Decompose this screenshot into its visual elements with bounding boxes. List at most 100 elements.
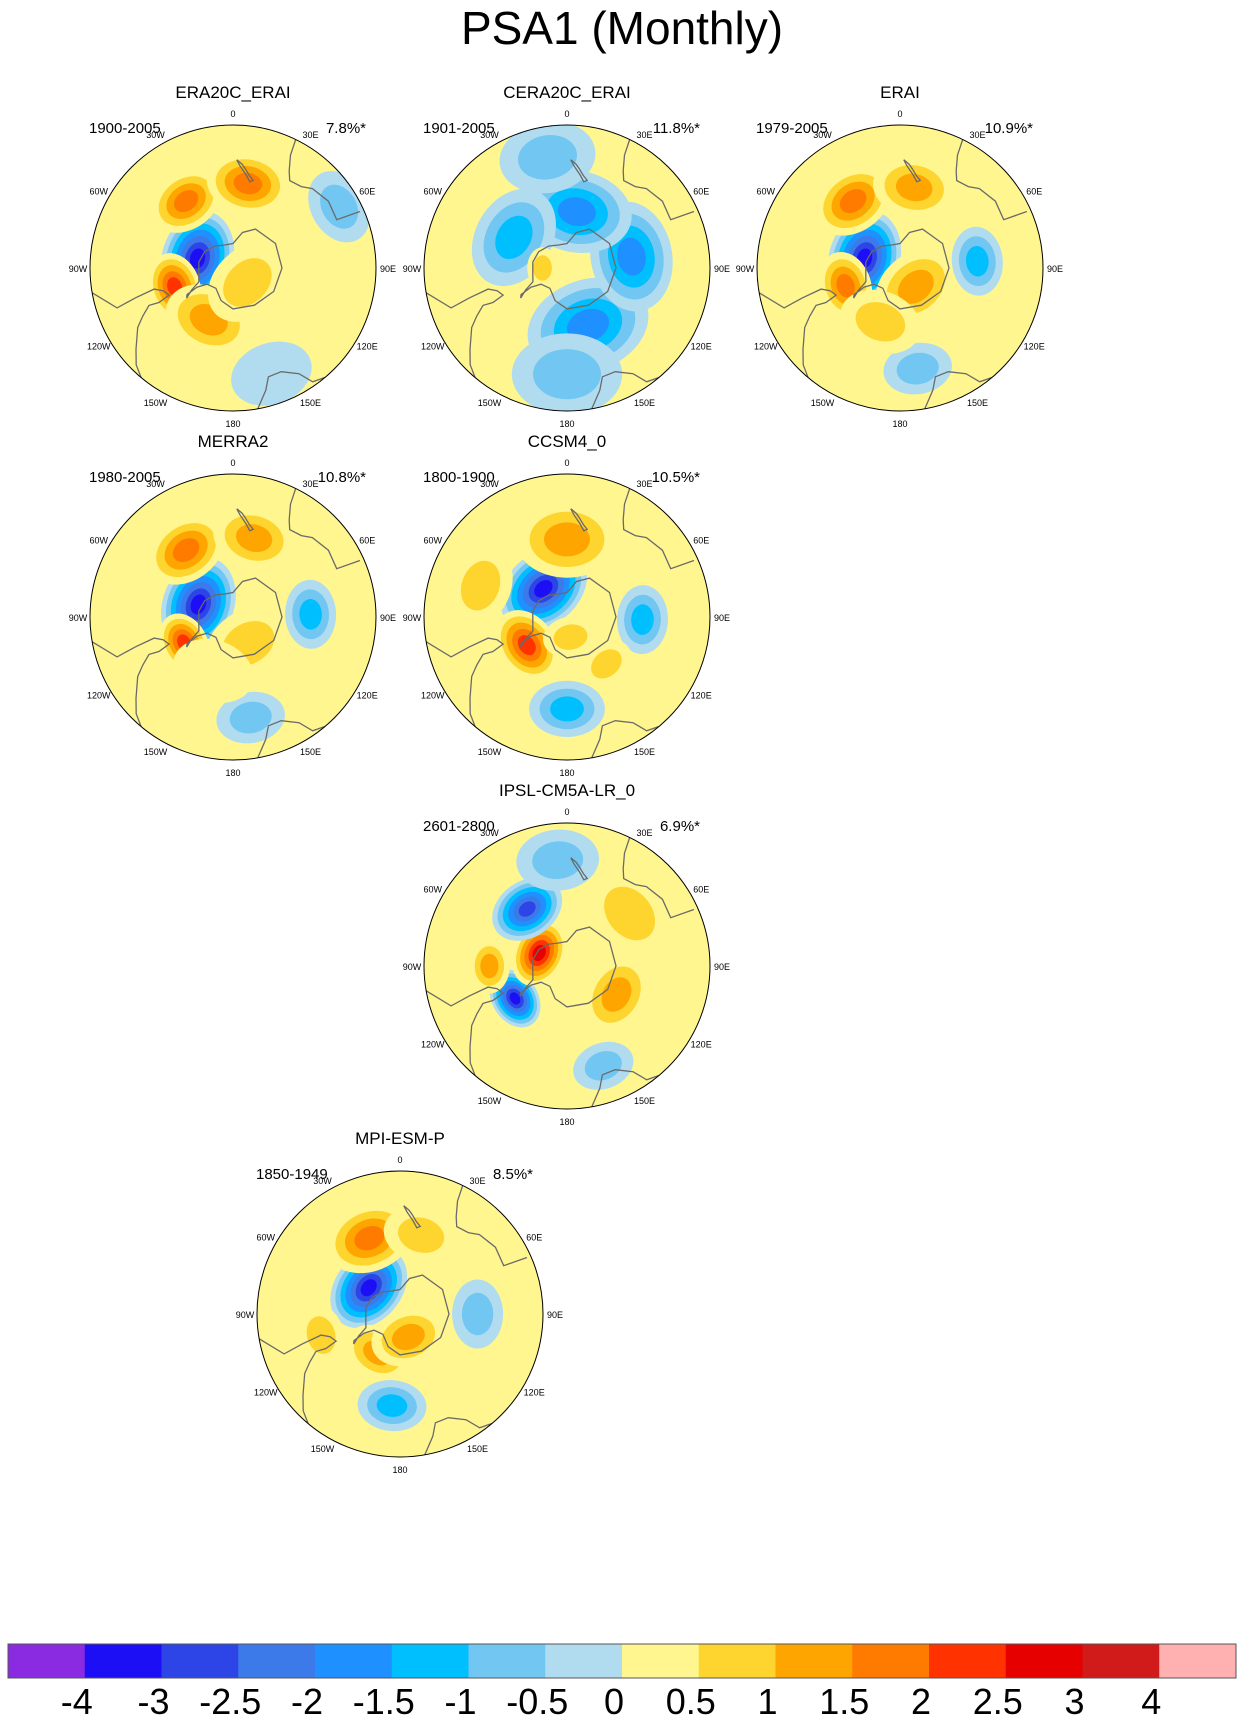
longitude-label: 150W <box>478 398 502 408</box>
new-zealand-coast <box>236 508 255 532</box>
map-panel: IPSL-CM5A-LR_0 2601-2800 6.9%* 0 30E 60E 90E 12… <box>403 781 730 1127</box>
longitude-label: 30E <box>636 130 652 140</box>
coastlines <box>425 139 695 410</box>
contour-level <box>461 1292 494 1336</box>
australia-coast <box>622 837 695 919</box>
longitude-label: 120W <box>421 342 445 352</box>
colorbar-swatch <box>545 1644 623 1678</box>
longitude-label: 90E <box>714 264 730 274</box>
australia-coast <box>622 139 695 221</box>
antarctica-coast <box>853 228 950 310</box>
background-field <box>424 474 710 760</box>
south-america-coast <box>425 288 505 378</box>
map-field <box>90 474 376 760</box>
contour-level <box>509 992 521 1005</box>
colorbar-tick-label: -2.5 <box>199 1681 261 1722</box>
longitude-label: 150W <box>811 398 835 408</box>
longitude-label: 120E <box>691 1040 712 1050</box>
panel-title: IPSL-CM5A-LR_0 <box>499 781 635 800</box>
longitude-label: 90W <box>236 1310 255 1320</box>
map-border <box>423 124 711 412</box>
coastlines <box>91 488 361 759</box>
longitude-label: 60E <box>526 1233 542 1243</box>
south-america-coast <box>758 288 838 378</box>
panel-title: MERRA2 <box>198 432 269 451</box>
colorbar-swatch <box>929 1644 1007 1678</box>
longitude-label: 60W <box>424 187 443 197</box>
longitude-label: 60W <box>90 187 109 197</box>
panel-years: 1900-2005 <box>89 120 161 137</box>
contour-level <box>173 638 254 703</box>
longitude-label: 120E <box>524 1388 545 1398</box>
colorbar-tick-label: 2.5 <box>973 1681 1023 1722</box>
longitude-label: 120E <box>691 691 712 701</box>
colorbar-swatch <box>775 1644 853 1678</box>
longitude-label: 150E <box>967 398 988 408</box>
longitude-label: 0 <box>397 1155 402 1165</box>
colorbar-swatch <box>1005 1644 1083 1678</box>
contour-level <box>495 215 533 260</box>
coastlines <box>91 139 361 410</box>
longitude-label: 60E <box>359 536 375 546</box>
longitude-label: 180 <box>225 768 240 778</box>
map-border <box>423 822 711 1110</box>
colorbar-swatch <box>1159 1644 1237 1678</box>
antarctica-coast <box>186 577 283 659</box>
map-panel: CCSM4_0 1800-1900 10.5%* 0 30E 60E 90E 120E 150E… <box>403 432 730 778</box>
contour-level <box>189 248 206 269</box>
colorbar-tick-label: 1.5 <box>819 1681 869 1722</box>
map-field <box>757 125 1043 411</box>
contour-level <box>398 1217 445 1253</box>
longitude-label: 60E <box>1026 187 1042 197</box>
contour-level <box>391 1323 425 1351</box>
longitude-label: 150W <box>144 398 168 408</box>
colorbar-swatch <box>468 1644 546 1678</box>
map-border <box>256 1170 544 1458</box>
australia-coast <box>288 488 361 570</box>
contour-level <box>839 189 867 214</box>
longitude-label: 90E <box>547 1310 563 1320</box>
contour-level <box>895 173 933 202</box>
longitude-label: 0 <box>564 458 569 468</box>
antarctica-coast <box>353 1274 450 1356</box>
contour-level <box>518 901 536 917</box>
longitude-label: 150W <box>478 1096 502 1106</box>
colorbar-tick-label: 3 <box>1064 1681 1084 1722</box>
contour-level <box>223 258 272 307</box>
longitude-label: 120E <box>691 342 712 352</box>
south-america-coast <box>91 637 171 727</box>
longitude-label: 30W <box>480 479 499 489</box>
new-zealand-coast <box>570 508 589 532</box>
colorbar-tick-label: 1 <box>757 1681 777 1722</box>
longitude-label: 90E <box>714 962 730 972</box>
longitude-label: 180 <box>392 1465 407 1475</box>
colorbar-swatch <box>8 1644 86 1678</box>
longitude-label: 30E <box>636 828 652 838</box>
longitude-label: 30W <box>313 1176 332 1186</box>
south-america-coast <box>91 288 171 378</box>
colorbar-swatch <box>698 1644 776 1678</box>
contour-level <box>855 302 906 342</box>
contour-level <box>480 953 499 979</box>
africa-coast <box>257 720 326 759</box>
antarctica-coast <box>520 228 617 310</box>
longitude-label: 0 <box>897 109 902 119</box>
colorbar-swatch <box>391 1644 469 1678</box>
longitude-label: 180 <box>559 1117 574 1127</box>
longitude-label: 90W <box>403 613 422 623</box>
longitude-label: 90E <box>714 613 730 623</box>
longitude-label: 90W <box>403 264 422 274</box>
coastlines <box>758 139 1028 410</box>
australia-coast <box>955 139 1028 221</box>
africa-coast <box>591 371 660 410</box>
contour-level <box>584 1051 622 1081</box>
map-border <box>89 124 377 412</box>
longitude-label: 180 <box>559 419 574 429</box>
contour-level <box>190 594 207 615</box>
colorbar-swatch <box>161 1644 239 1678</box>
colorbar-tick-label: -2 <box>291 1681 323 1722</box>
longitude-label: 30W <box>480 828 499 838</box>
contour-level <box>518 135 577 180</box>
longitude-label: 90W <box>736 264 755 274</box>
longitude-label: 150E <box>634 398 655 408</box>
